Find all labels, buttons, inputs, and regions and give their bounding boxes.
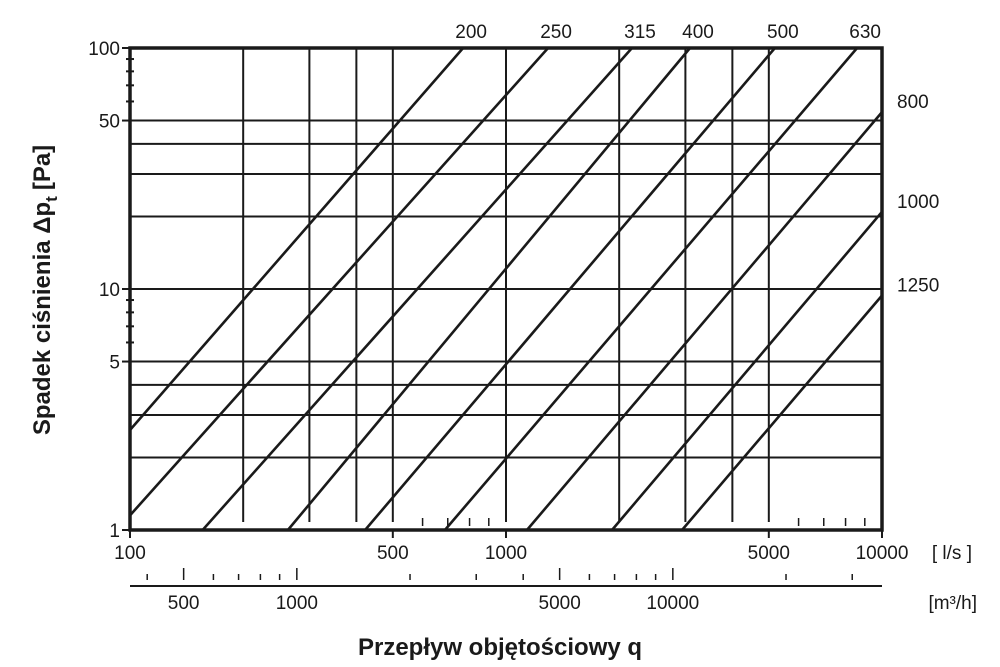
- labels: 200 250 315 400 500 630 800 1000 1250: [455, 22, 939, 296]
- y-tick-label: 10: [99, 280, 120, 301]
- y-tick-label: 50: [99, 112, 120, 133]
- x-tick-label: 500: [377, 543, 409, 564]
- x-tick-label: 10000: [856, 543, 909, 564]
- x-tick-label: 5000: [748, 543, 790, 564]
- series-label-1250: 1250: [897, 275, 939, 296]
- x2-tick-label: 5000: [539, 593, 581, 614]
- x2-unit-label: [m³/h]: [928, 593, 977, 614]
- series-label-800: 800: [897, 92, 929, 113]
- series-line-315: [201, 47, 633, 531]
- series-label-630: 630: [849, 22, 881, 43]
- y-tick-label: 100: [88, 39, 120, 60]
- series-line-800: [525, 111, 883, 531]
- series-label-200: 200: [455, 22, 487, 43]
- y-tick-label: 1: [109, 521, 120, 542]
- series-label-400: 400: [682, 22, 714, 43]
- y-axis-title: Spadek ciśnienia Δpt[Pa]: [29, 145, 61, 435]
- x-tick-label: 1000: [485, 543, 527, 564]
- series-label-1000: 1000: [897, 192, 939, 213]
- series-line-1250: [681, 294, 883, 531]
- series-lines: [129, 47, 883, 531]
- x2-tick-label: 500: [168, 593, 200, 614]
- x2-tick-label: 10000: [646, 593, 699, 614]
- x-tick-label: 100: [114, 543, 146, 564]
- series-line-630: [443, 47, 859, 531]
- grid: [130, 48, 882, 522]
- series-line-1000: [611, 211, 883, 531]
- series-line-250: [129, 47, 550, 517]
- series-line-400: [286, 47, 692, 531]
- axes: 1 5 10 50 100 100 500 1000 5000 10000 [ l/s ] 500 10…: [88, 39, 977, 614]
- x2-tick-label: 1000: [276, 593, 318, 614]
- y-tick-label: 5: [109, 353, 120, 374]
- x-axis-title: Przepływ objętościowy q: [358, 634, 642, 661]
- series-label-315: 315: [624, 22, 656, 43]
- series-line-500: [364, 47, 776, 531]
- x-unit-label: [ l/s ]: [932, 543, 972, 564]
- series-label-250: 250: [540, 22, 572, 43]
- series-line-200: [129, 47, 465, 431]
- series-label-500: 500: [767, 22, 799, 43]
